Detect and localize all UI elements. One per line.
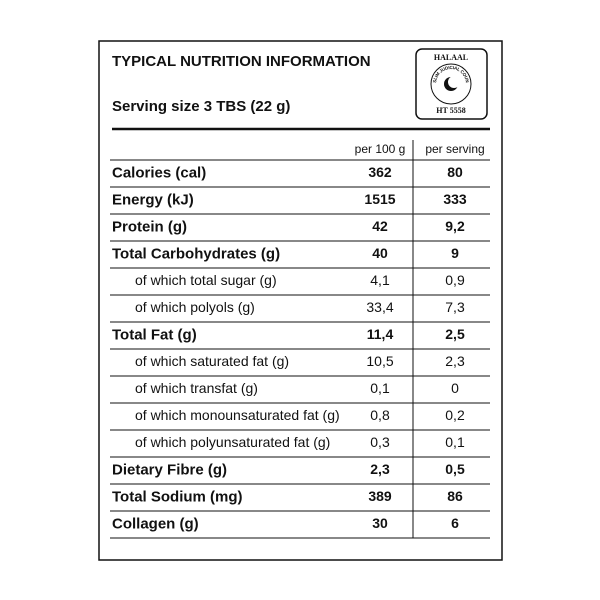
column-header: per serving	[425, 142, 484, 156]
per-100g: 11,4	[367, 326, 394, 342]
per-100g: 2,3	[370, 461, 390, 477]
logo-ring	[430, 63, 472, 105]
per-serving: 86	[447, 488, 463, 504]
per-serving: 2,5	[445, 326, 465, 342]
per-serving: 6	[451, 515, 459, 531]
per-serving: 0,9	[445, 272, 465, 288]
per-100g: 389	[368, 488, 392, 504]
title: TYPICAL NUTRITION INFORMATION	[112, 53, 371, 70]
per-serving: 0,5	[445, 461, 465, 477]
row-name: of which total sugar (g)	[135, 272, 277, 288]
serving-size: Serving size 3 TBS (22 g)	[112, 98, 290, 115]
panel-border	[98, 40, 503, 561]
row-name: of which monounsaturated fat (g)	[135, 407, 340, 423]
row-name: of which polyols (g)	[135, 299, 255, 315]
row-name: Total Sodium (mg)	[112, 488, 243, 505]
row-name: Calories (cal)	[112, 164, 206, 181]
per-100g: 33,4	[366, 299, 393, 315]
logo-crescent-cut	[448, 76, 460, 88]
row-name: Energy (kJ)	[112, 191, 194, 208]
per-100g: 0,8	[370, 407, 390, 423]
per-100g: 0,3	[370, 434, 390, 450]
column-header: per 100 g	[355, 142, 406, 156]
per-serving: 9,2	[445, 218, 465, 234]
per-serving: 9	[451, 245, 459, 261]
per-serving: 0,2	[445, 407, 465, 423]
row-name: Dietary Fibre (g)	[112, 461, 227, 478]
per-100g: 1515	[364, 191, 395, 207]
row-name: Total Fat (g)	[112, 326, 197, 343]
per-100g: 10,5	[366, 353, 393, 369]
per-100g: 40	[372, 245, 388, 261]
per-100g: 30	[372, 515, 388, 531]
per-100g: 0,1	[370, 380, 390, 396]
row-name: Total Carbohydrates (g)	[112, 245, 280, 262]
per-100g: 42	[372, 218, 388, 234]
logo-bottom: HT 5558	[436, 106, 465, 115]
row-name: of which saturated fat (g)	[135, 353, 289, 369]
per-serving: 0	[451, 380, 459, 396]
logo-top: HALAAL	[434, 53, 468, 62]
row-name: Collagen (g)	[112, 515, 199, 532]
per-serving: 7,3	[445, 299, 465, 315]
row-name: of which transfat (g)	[135, 380, 258, 396]
per-serving: 0,1	[445, 434, 465, 450]
per-serving: 2,3	[445, 353, 465, 369]
nutrition-table: per 100 g per serving Calories (cal) 362 80 E…	[110, 140, 490, 539]
per-serving: 80	[447, 164, 463, 180]
row-name: Protein (g)	[112, 218, 187, 235]
logo-frame	[415, 48, 488, 120]
per-serving: 333	[443, 191, 467, 207]
row-name: of which polyunsaturated fat (g)	[135, 434, 330, 450]
per-100g: 362	[368, 164, 392, 180]
per-100g: 4,1	[370, 272, 390, 288]
